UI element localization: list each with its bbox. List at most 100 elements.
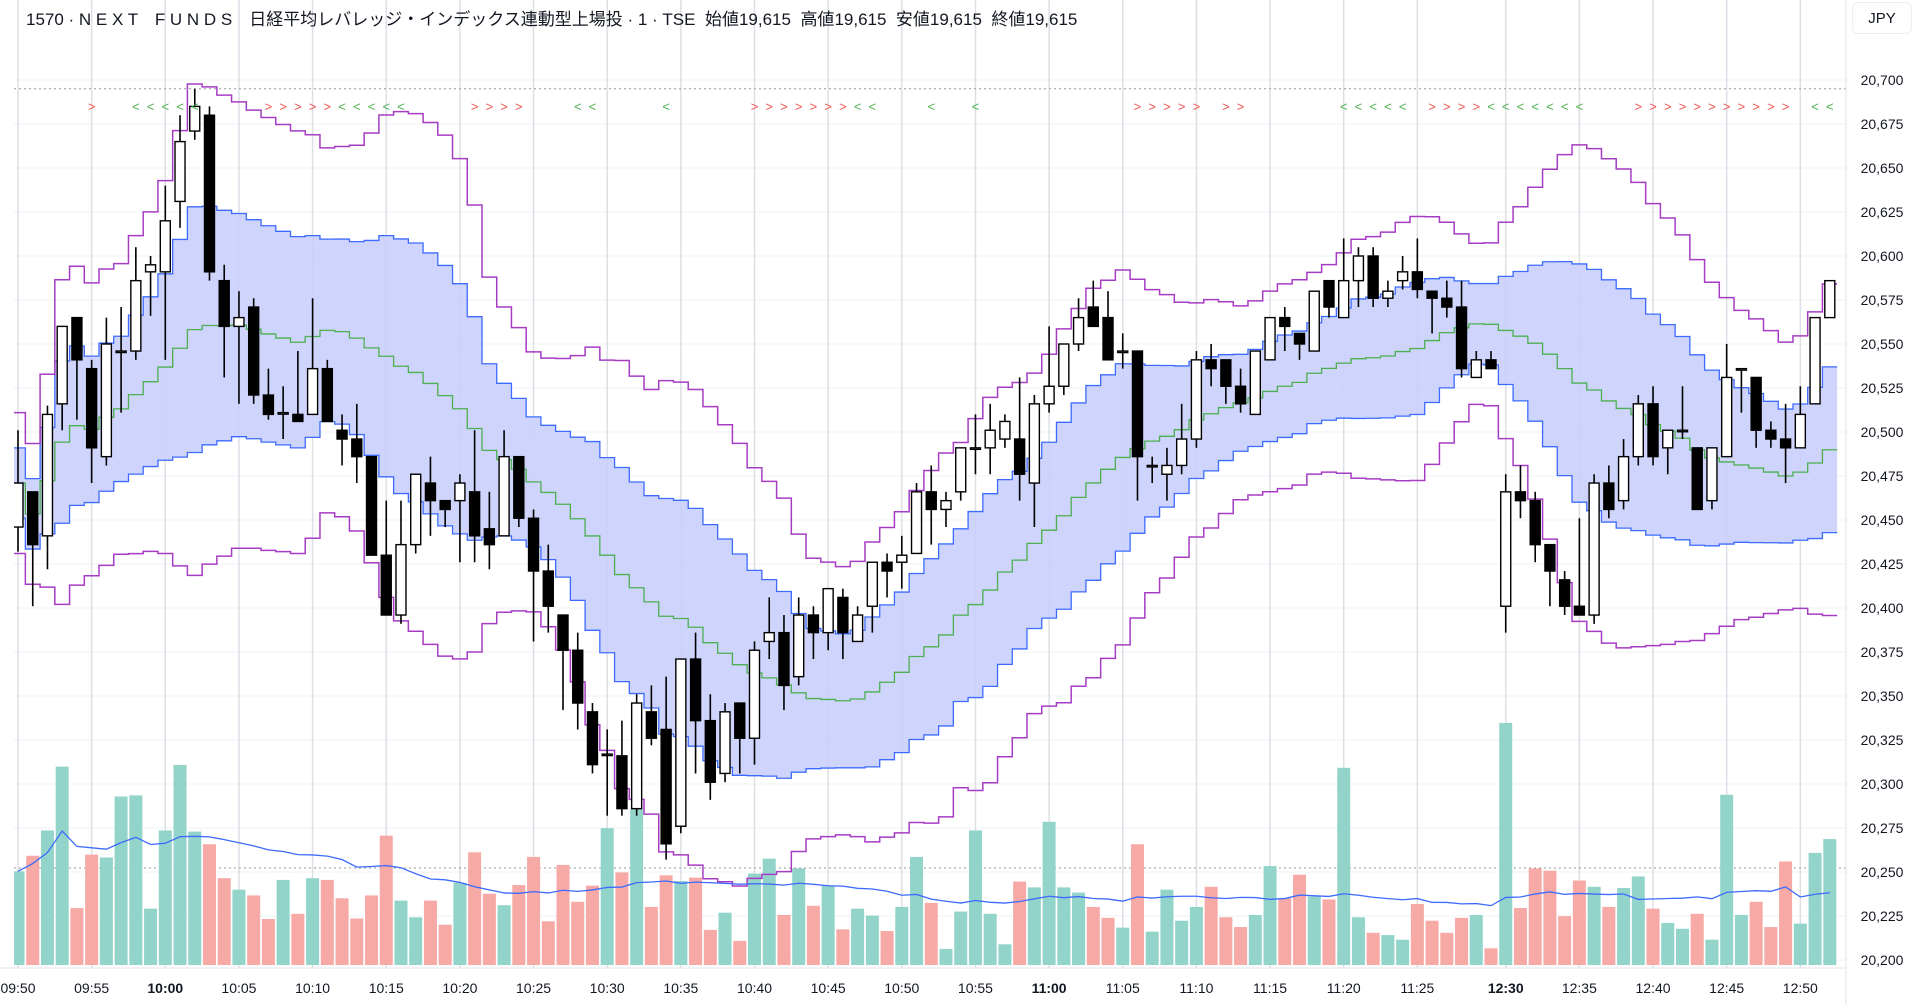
- price-tick-label: 20,500: [1861, 424, 1904, 440]
- volume-bar: [1558, 916, 1572, 965]
- candle-body: [115, 350, 127, 354]
- candle: [1146, 456, 1158, 484]
- candle: [1558, 571, 1571, 616]
- volume-bar: [261, 919, 275, 965]
- candle-body: [1352, 255, 1365, 282]
- candle: [130, 247, 142, 360]
- candle-body: [822, 587, 834, 634]
- candle-body: [306, 367, 319, 416]
- candle: [292, 351, 304, 423]
- volume-bar: [453, 882, 467, 965]
- candle: [675, 658, 687, 834]
- candle-body: [1691, 447, 1703, 511]
- band-fill: [14, 206, 1838, 779]
- time-tick-label: 09:50: [0, 980, 35, 996]
- candle: [1234, 368, 1247, 413]
- volume-bar: [1175, 920, 1189, 965]
- signal-marker-gt: >: [1635, 99, 1643, 114]
- volume-bar: [718, 912, 732, 965]
- candle-body: [247, 306, 260, 396]
- price-axis[interactable]: 20,700 20,675 20,650 20,625 20,600 20,575 20,5…: [1861, 72, 1904, 968]
- signal-marker-lt: <: [162, 99, 170, 114]
- volume-bar: [482, 893, 496, 965]
- candle: [851, 606, 864, 643]
- candle-body: [424, 482, 437, 502]
- candle: [1249, 350, 1262, 416]
- candle-body: [410, 473, 422, 546]
- candle: [660, 676, 672, 860]
- candle: [115, 307, 127, 413]
- candle: [14, 430, 24, 552]
- candle: [837, 588, 849, 660]
- candle-body: [351, 438, 363, 458]
- candle: [380, 500, 392, 616]
- time-tick-label: 10:00: [147, 980, 183, 996]
- candle: [351, 403, 363, 484]
- ohlc-close: 終値19,615: [991, 10, 1078, 29]
- price-tick-label: 20,625: [1861, 204, 1904, 220]
- candle-body: [940, 499, 952, 511]
- candle: [572, 632, 584, 730]
- signal-marker-gt: >: [1222, 99, 1230, 114]
- candle-body: [1794, 413, 1807, 449]
- candle-body: [1573, 605, 1586, 616]
- candle-body: [174, 140, 186, 203]
- volume-bar: [762, 858, 776, 965]
- signal-marker-gt: >: [279, 99, 287, 114]
- candle-body: [557, 614, 569, 651]
- volume-bar: [291, 913, 305, 965]
- signal-marker-gt: >: [1178, 99, 1186, 114]
- price-tick-label: 20,400: [1861, 600, 1904, 616]
- candle-body: [734, 702, 746, 739]
- candle: [1824, 279, 1836, 319]
- volume-bar: [1572, 880, 1586, 965]
- candle: [1102, 291, 1114, 361]
- candle: [1662, 429, 1674, 475]
- candle-body: [1750, 376, 1762, 431]
- candle-body: [999, 420, 1011, 440]
- signal-marker-lt: <: [869, 99, 877, 114]
- price-tick-label: 20,700: [1861, 72, 1904, 88]
- volume-bar: [674, 881, 688, 965]
- volume-bar: [1263, 866, 1277, 965]
- candle-body: [630, 702, 643, 810]
- candle: [955, 447, 967, 501]
- volume-bar: [1381, 935, 1395, 965]
- candle: [233, 291, 245, 404]
- signal-marker-gt: >: [1782, 99, 1790, 114]
- volume-bar: [512, 885, 526, 965]
- candle-body: [660, 728, 672, 845]
- signal-marker-gt: >: [1193, 99, 1201, 114]
- candle: [454, 474, 466, 563]
- signal-marker-lt: <: [927, 99, 935, 114]
- time-axis[interactable]: 09:50 09:55 10:00 10:05 10:10 10:15 10:20 10:25…: [0, 980, 1818, 996]
- volume-bar: [1499, 722, 1513, 965]
- signal-marker-lt: <: [353, 99, 361, 114]
- candle: [527, 509, 540, 642]
- signal-marker-lt: <: [176, 99, 184, 114]
- candle: [203, 106, 216, 281]
- candle: [100, 317, 113, 466]
- candle: [969, 414, 982, 475]
- volume-bar: [1528, 868, 1542, 965]
- signal-marker-gt: >: [471, 99, 479, 114]
- volume-bar: [1602, 906, 1616, 965]
- volume-bar: [1764, 927, 1778, 965]
- moving-average-line: [14, 323, 1838, 702]
- signal-marker-gt: >: [309, 99, 317, 114]
- signal-marker-gt: >: [1679, 99, 1687, 114]
- candle-body: [1102, 316, 1114, 361]
- candle: [792, 597, 805, 686]
- ohlc-high: 高値19,615: [800, 10, 887, 29]
- volume-bar: [247, 895, 261, 965]
- candle: [866, 561, 879, 633]
- signal-marker-lt: <: [1355, 99, 1363, 114]
- currency-button[interactable]: JPY: [1852, 2, 1912, 34]
- candle-body: [1588, 482, 1600, 616]
- volume-bar: [1631, 876, 1645, 965]
- signal-marker-lt: <: [338, 99, 346, 114]
- candle-body: [1735, 367, 1748, 371]
- volume-bar: [1808, 852, 1822, 965]
- volume-bar: [1543, 870, 1557, 965]
